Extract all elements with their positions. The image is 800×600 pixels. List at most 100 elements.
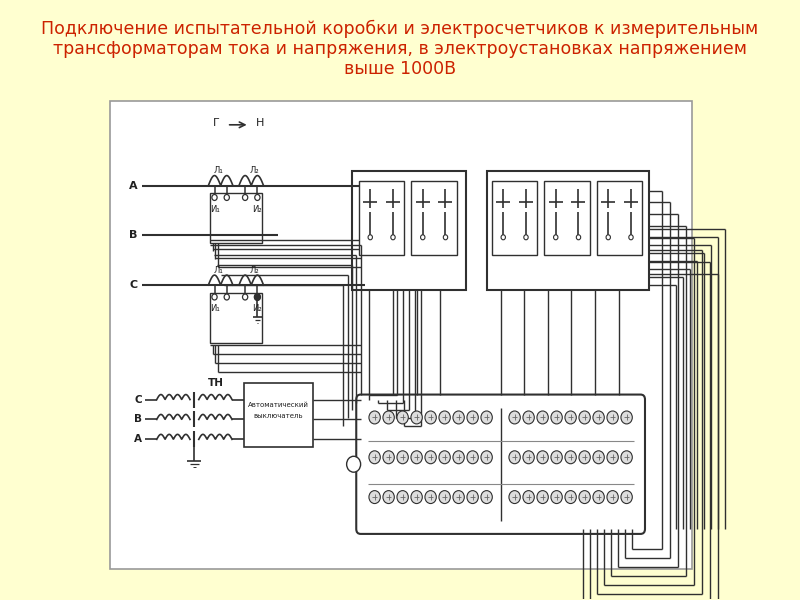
- Circle shape: [607, 411, 618, 424]
- Bar: [210, 293, 262, 343]
- Bar: [487, 170, 650, 290]
- Circle shape: [368, 235, 373, 240]
- Circle shape: [411, 491, 422, 503]
- Bar: [411, 181, 457, 255]
- Circle shape: [579, 491, 590, 503]
- Circle shape: [439, 411, 450, 424]
- Circle shape: [212, 294, 217, 300]
- Circle shape: [509, 491, 520, 503]
- Circle shape: [537, 411, 548, 424]
- Text: трансформаторам тока и напряжения, в электроустановках напряжением: трансформаторам тока и напряжения, в эле…: [53, 40, 747, 58]
- Bar: [597, 181, 642, 255]
- Circle shape: [509, 451, 520, 464]
- Circle shape: [254, 194, 260, 200]
- Circle shape: [254, 293, 261, 301]
- Circle shape: [524, 235, 528, 240]
- Circle shape: [224, 194, 230, 200]
- Text: И₂: И₂: [253, 205, 262, 214]
- Circle shape: [383, 411, 394, 424]
- Circle shape: [551, 451, 562, 464]
- Circle shape: [565, 411, 576, 424]
- Text: Л₂: Л₂: [250, 266, 259, 275]
- Bar: [110, 101, 692, 569]
- Text: В: В: [134, 415, 142, 424]
- Circle shape: [453, 451, 464, 464]
- Circle shape: [481, 491, 492, 503]
- Text: Подключение испытательной коробки и электросчетчиков к измерительным: Подключение испытательной коробки и элек…: [42, 20, 758, 38]
- Bar: [352, 170, 466, 290]
- Circle shape: [576, 235, 581, 240]
- Circle shape: [593, 451, 604, 464]
- Text: Г: Г: [213, 118, 220, 128]
- Bar: [492, 181, 538, 255]
- Circle shape: [509, 411, 520, 424]
- Text: И₁: И₁: [210, 205, 219, 214]
- Text: выше 1000В: выше 1000В: [344, 60, 456, 78]
- Circle shape: [621, 411, 632, 424]
- Circle shape: [621, 491, 632, 503]
- Text: С: С: [134, 395, 142, 404]
- Circle shape: [391, 235, 395, 240]
- Text: Л₁: Л₁: [214, 166, 224, 175]
- Bar: [359, 181, 404, 255]
- Circle shape: [481, 411, 492, 424]
- Text: Автоматический: Автоматический: [248, 401, 309, 407]
- Text: Л₁: Л₁: [214, 266, 224, 275]
- Circle shape: [593, 491, 604, 503]
- Circle shape: [554, 235, 558, 240]
- Circle shape: [242, 194, 248, 200]
- Circle shape: [453, 491, 464, 503]
- Circle shape: [537, 451, 548, 464]
- Circle shape: [383, 491, 394, 503]
- Circle shape: [212, 194, 217, 200]
- Circle shape: [346, 456, 361, 472]
- Circle shape: [537, 491, 548, 503]
- Circle shape: [443, 235, 448, 240]
- Text: И₁: И₁: [210, 304, 219, 313]
- Text: Н: Н: [256, 118, 264, 128]
- Bar: [244, 383, 313, 448]
- Circle shape: [397, 451, 408, 464]
- Circle shape: [579, 411, 590, 424]
- Circle shape: [551, 411, 562, 424]
- Circle shape: [397, 491, 408, 503]
- Circle shape: [254, 294, 260, 300]
- Text: И₂: И₂: [253, 304, 262, 313]
- Circle shape: [467, 411, 478, 424]
- Circle shape: [467, 451, 478, 464]
- Circle shape: [425, 491, 436, 503]
- Circle shape: [565, 491, 576, 503]
- Circle shape: [621, 451, 632, 464]
- Text: А: А: [134, 434, 142, 445]
- Text: Л₂: Л₂: [250, 166, 259, 175]
- Circle shape: [242, 294, 248, 300]
- Bar: [544, 181, 590, 255]
- Circle shape: [467, 491, 478, 503]
- Circle shape: [421, 235, 425, 240]
- Circle shape: [425, 411, 436, 424]
- Circle shape: [425, 451, 436, 464]
- Circle shape: [369, 411, 380, 424]
- Circle shape: [369, 491, 380, 503]
- Circle shape: [439, 491, 450, 503]
- Circle shape: [606, 235, 610, 240]
- FancyBboxPatch shape: [356, 395, 645, 534]
- Circle shape: [481, 451, 492, 464]
- Text: выключатель: выключатель: [254, 413, 303, 419]
- Circle shape: [629, 235, 633, 240]
- Circle shape: [579, 451, 590, 464]
- Circle shape: [523, 451, 534, 464]
- Text: А: А: [129, 181, 138, 191]
- Circle shape: [565, 451, 576, 464]
- Circle shape: [607, 491, 618, 503]
- Circle shape: [501, 235, 506, 240]
- Circle shape: [411, 411, 422, 424]
- Circle shape: [607, 451, 618, 464]
- Bar: [210, 193, 262, 243]
- Text: В: В: [129, 230, 138, 241]
- Circle shape: [411, 451, 422, 464]
- Circle shape: [224, 294, 230, 300]
- Circle shape: [383, 451, 394, 464]
- Circle shape: [397, 411, 408, 424]
- Circle shape: [551, 491, 562, 503]
